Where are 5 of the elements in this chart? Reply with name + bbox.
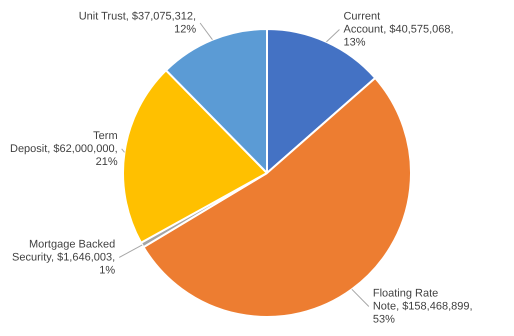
slice-label: Floating Rate Note, $158,468,899, 53% <box>372 288 473 326</box>
slice-label: Current Account, $40,575,068, 13% <box>343 10 454 49</box>
slice-label: Term Deposit, $62,000,000, 21% <box>10 130 118 168</box>
slice-label: Mortgage Backed Security, $1,646,003, 1% <box>12 238 116 276</box>
slice-label: Unit Trust, $37,075,312, 12% <box>78 10 196 36</box>
